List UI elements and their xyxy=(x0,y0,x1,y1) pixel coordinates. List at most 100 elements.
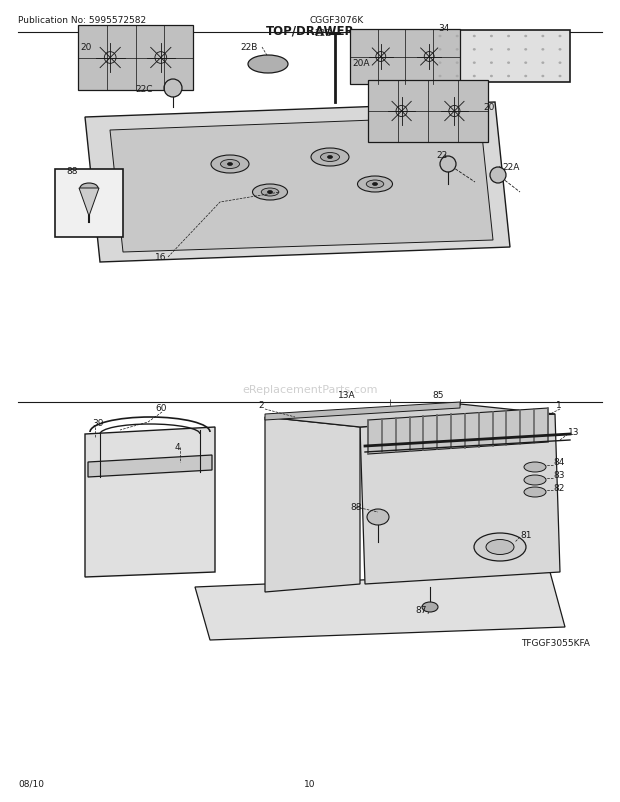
Ellipse shape xyxy=(456,49,459,51)
Ellipse shape xyxy=(211,156,249,174)
Ellipse shape xyxy=(486,540,514,555)
Ellipse shape xyxy=(541,75,544,78)
Text: 4: 4 xyxy=(175,443,180,452)
Text: CGGF3076K: CGGF3076K xyxy=(310,16,365,25)
Ellipse shape xyxy=(541,36,544,38)
Text: 22D: 22D xyxy=(314,28,332,38)
Ellipse shape xyxy=(525,75,527,78)
Ellipse shape xyxy=(473,49,476,51)
Ellipse shape xyxy=(438,36,441,38)
Polygon shape xyxy=(195,573,565,640)
Text: 1: 1 xyxy=(556,400,562,410)
Ellipse shape xyxy=(507,75,510,78)
Text: 88: 88 xyxy=(350,503,361,512)
Polygon shape xyxy=(265,403,460,420)
Text: 87: 87 xyxy=(415,606,427,614)
Text: 2: 2 xyxy=(258,400,264,410)
Ellipse shape xyxy=(490,49,493,51)
Ellipse shape xyxy=(311,149,349,167)
Polygon shape xyxy=(78,26,193,91)
Polygon shape xyxy=(368,81,488,143)
Text: 16: 16 xyxy=(155,253,167,262)
Text: TOP/DRAWER: TOP/DRAWER xyxy=(266,25,354,38)
Ellipse shape xyxy=(456,63,459,65)
Polygon shape xyxy=(265,418,360,592)
Text: 22C: 22C xyxy=(135,84,153,93)
Ellipse shape xyxy=(473,63,476,65)
Ellipse shape xyxy=(261,188,279,196)
Ellipse shape xyxy=(456,36,459,38)
Ellipse shape xyxy=(358,176,392,192)
Polygon shape xyxy=(360,415,560,585)
Bar xyxy=(430,31,570,83)
Ellipse shape xyxy=(438,49,441,51)
Bar xyxy=(55,170,123,237)
Text: 10: 10 xyxy=(304,779,316,788)
Ellipse shape xyxy=(164,80,182,98)
Ellipse shape xyxy=(524,463,546,472)
Ellipse shape xyxy=(474,533,526,561)
Polygon shape xyxy=(110,117,493,253)
Ellipse shape xyxy=(456,75,459,78)
Ellipse shape xyxy=(507,63,510,65)
Text: 20: 20 xyxy=(483,103,494,112)
Ellipse shape xyxy=(559,36,562,38)
Ellipse shape xyxy=(373,184,378,186)
Text: 84: 84 xyxy=(553,458,564,467)
Text: 88: 88 xyxy=(66,167,78,176)
Ellipse shape xyxy=(524,476,546,485)
Text: 34: 34 xyxy=(438,24,450,33)
Polygon shape xyxy=(85,427,215,577)
Ellipse shape xyxy=(559,75,562,78)
Ellipse shape xyxy=(559,63,562,65)
Polygon shape xyxy=(79,188,99,217)
Ellipse shape xyxy=(221,160,239,169)
Ellipse shape xyxy=(524,488,546,497)
Ellipse shape xyxy=(252,184,288,200)
Ellipse shape xyxy=(267,191,273,194)
Ellipse shape xyxy=(525,63,527,65)
Ellipse shape xyxy=(507,49,510,51)
Polygon shape xyxy=(85,103,510,263)
Text: 82: 82 xyxy=(553,484,564,493)
Polygon shape xyxy=(88,456,212,477)
Ellipse shape xyxy=(541,49,544,51)
Text: 83: 83 xyxy=(553,471,564,480)
Ellipse shape xyxy=(367,509,389,525)
Polygon shape xyxy=(368,408,548,455)
Ellipse shape xyxy=(490,36,493,38)
Ellipse shape xyxy=(507,36,510,38)
Polygon shape xyxy=(265,404,555,427)
Ellipse shape xyxy=(525,36,527,38)
Ellipse shape xyxy=(438,63,441,65)
Ellipse shape xyxy=(490,168,506,184)
Ellipse shape xyxy=(440,157,456,172)
Text: 39: 39 xyxy=(92,419,104,427)
Text: 60: 60 xyxy=(155,403,167,412)
Ellipse shape xyxy=(422,602,438,612)
Text: 13A: 13A xyxy=(338,391,356,399)
Ellipse shape xyxy=(490,63,493,65)
Text: 81: 81 xyxy=(520,530,531,539)
Text: 08/10: 08/10 xyxy=(18,779,44,788)
Ellipse shape xyxy=(321,153,340,162)
Ellipse shape xyxy=(438,75,441,78)
Text: 20: 20 xyxy=(80,43,91,52)
Text: 22: 22 xyxy=(436,150,448,160)
Ellipse shape xyxy=(525,49,527,51)
Ellipse shape xyxy=(473,36,476,38)
Text: 20A: 20A xyxy=(352,59,370,67)
Text: 13: 13 xyxy=(568,428,580,437)
Ellipse shape xyxy=(473,75,476,78)
Ellipse shape xyxy=(228,164,232,166)
Ellipse shape xyxy=(327,156,332,160)
Text: eReplacementParts.com: eReplacementParts.com xyxy=(242,384,378,395)
Ellipse shape xyxy=(559,49,562,51)
Ellipse shape xyxy=(80,184,98,194)
Ellipse shape xyxy=(366,180,384,188)
Text: 22A: 22A xyxy=(502,162,520,172)
Text: Publication No: 5995572582: Publication No: 5995572582 xyxy=(18,16,146,25)
Ellipse shape xyxy=(490,75,493,78)
Text: TFGGF3055KFA: TFGGF3055KFA xyxy=(521,638,590,647)
Ellipse shape xyxy=(541,63,544,65)
